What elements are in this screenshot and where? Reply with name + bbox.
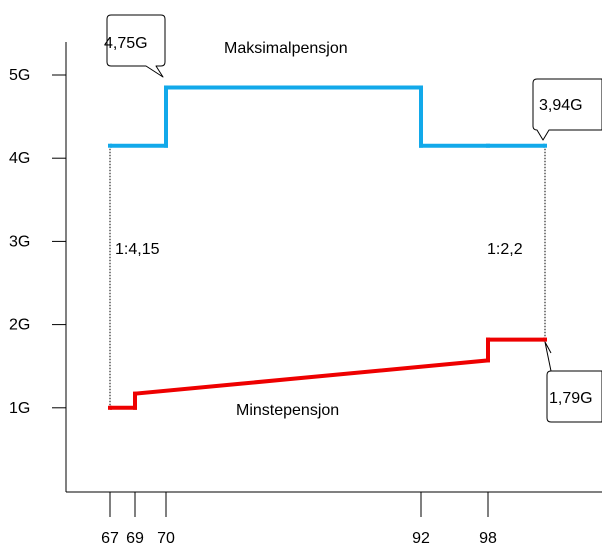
maksimalpensjon-point bbox=[543, 143, 547, 148]
callout-text: 4,75G bbox=[104, 35, 148, 52]
x-tick-label: 69 bbox=[126, 530, 144, 547]
ratio-label-right: 1:2,2 bbox=[487, 241, 523, 258]
y-ticks: 1G 2G 3G 4G 5G bbox=[9, 67, 66, 417]
minstepensjon-point bbox=[133, 405, 137, 410]
minstepensjon-point bbox=[486, 358, 490, 363]
maksimalpensjon-point bbox=[164, 143, 168, 148]
maksimalpensjon-point bbox=[419, 143, 423, 148]
y-tick-label: 2G bbox=[9, 317, 30, 334]
x-tick-label: 67 bbox=[101, 530, 119, 547]
axes bbox=[65, 42, 602, 493]
x-tick-label: 98 bbox=[479, 530, 497, 547]
x-tick-label: 70 bbox=[157, 530, 175, 547]
minstepensjon-point bbox=[133, 391, 137, 396]
ratio-label-left: 1:4,15 bbox=[115, 241, 160, 258]
callout-bubble bbox=[106, 14, 166, 78]
series bbox=[108, 85, 547, 410]
maksimalpensjon-point bbox=[164, 85, 168, 90]
maksimalpensjon-point bbox=[419, 85, 423, 90]
x-tick-label: 92 bbox=[412, 530, 430, 547]
series-labels: Maksimalpensjon Minstepensjon 1:4,15 1:2,2 bbox=[115, 40, 523, 419]
x-ticks: 67 69 70 92 98 bbox=[101, 492, 497, 547]
callout-bubble bbox=[544, 341, 602, 423]
minstepensjon-point bbox=[108, 405, 112, 410]
y-tick-label: 1G bbox=[9, 400, 30, 417]
y-tick-label: 3G bbox=[9, 233, 30, 250]
maksimalpensjon-point bbox=[486, 143, 490, 148]
callout-text: 1,79G bbox=[549, 390, 593, 407]
minstepensjon-point bbox=[486, 337, 490, 342]
minstepensjon-line bbox=[110, 337, 545, 410]
minstepensjon-point bbox=[543, 337, 547, 342]
series-name-minste: Minstepensjon bbox=[236, 402, 339, 419]
y-tick-label: 5G bbox=[9, 67, 30, 84]
callout-bubble bbox=[532, 78, 602, 141]
y-tick-label: 4G bbox=[9, 150, 30, 167]
series-name-maksimal: Maksimalpensjon bbox=[224, 40, 348, 57]
maksimalpensjon-point bbox=[108, 143, 112, 148]
callouts: 4,75G 3,94G 1,79G bbox=[104, 14, 602, 423]
guide-lines bbox=[109, 145, 546, 408]
callout-text: 3,94G bbox=[539, 97, 583, 114]
maksimalpensjon-line bbox=[110, 85, 545, 148]
